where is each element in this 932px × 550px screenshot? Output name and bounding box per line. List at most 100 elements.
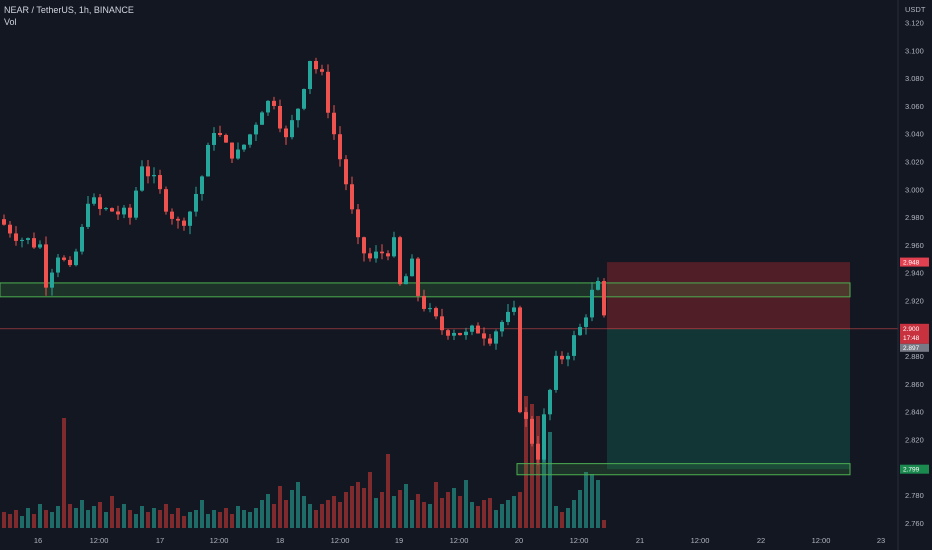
volume-bar — [590, 474, 594, 528]
candle — [290, 114, 294, 140]
candle — [158, 169, 162, 194]
candle-body — [320, 69, 324, 72]
candle-body — [308, 61, 312, 90]
candle-body — [560, 355, 564, 360]
volume-bar — [536, 416, 540, 528]
candle — [572, 330, 576, 361]
volume-bar — [584, 472, 588, 528]
volume-bar — [230, 514, 234, 528]
volume-bar — [68, 504, 72, 528]
candle — [362, 236, 366, 262]
time-tick-label: 20 — [515, 536, 523, 545]
volume-bar — [488, 498, 492, 528]
candle — [56, 254, 60, 278]
volume-bar — [464, 480, 468, 528]
candle-body — [302, 89, 306, 109]
stop-loss-area[interactable] — [607, 262, 850, 329]
volume-bar — [560, 512, 564, 528]
price-tick-label: 3.120 — [905, 19, 924, 28]
volume-bar — [164, 504, 168, 528]
resistance-zone[interactable] — [0, 282, 851, 298]
position-tool[interactable] — [0, 262, 898, 470]
volume-bar — [548, 432, 552, 528]
volume-bar — [248, 512, 252, 528]
volume-bar — [398, 490, 402, 528]
candle — [344, 155, 348, 191]
volume-bar — [458, 496, 462, 528]
volume-legend[interactable]: Vol — [4, 17, 17, 27]
candle-body — [362, 237, 366, 254]
candle — [80, 224, 84, 255]
price-axis[interactable]: USDT 3.120 3.100 3.080 3.060 3.040 3.020 3.000 2… — [905, 5, 926, 528]
candle — [8, 221, 12, 238]
support-zone[interactable] — [516, 463, 851, 476]
candle — [590, 282, 594, 322]
volume-bar — [290, 490, 294, 528]
volume-bar — [212, 510, 216, 528]
candle — [524, 407, 528, 427]
volume-bar — [278, 486, 282, 528]
volume-bar — [182, 516, 186, 528]
time-tick-label: 12:00 — [812, 536, 831, 545]
volume-bar — [146, 512, 150, 528]
candle — [494, 329, 498, 350]
candle-body — [404, 276, 408, 285]
time-tick-label: 17 — [156, 536, 164, 545]
candle-body — [566, 355, 570, 360]
price-tick-label: 3.080 — [905, 74, 924, 83]
volume-bar — [530, 404, 534, 528]
volume-bar — [404, 484, 408, 528]
take-profit-area[interactable] — [607, 328, 850, 470]
candle — [308, 60, 312, 95]
volume-bar — [572, 500, 576, 528]
candle-body — [542, 414, 546, 460]
candle-body — [194, 194, 198, 212]
candle — [302, 88, 306, 111]
candle-body — [212, 133, 216, 145]
candle-body — [338, 134, 342, 160]
candle-body — [224, 135, 228, 143]
volume-bar — [440, 498, 444, 528]
candle — [236, 142, 240, 160]
volume-bar — [356, 482, 360, 528]
candle-body — [584, 317, 588, 327]
candle — [62, 255, 66, 262]
candle-body — [332, 112, 336, 135]
volume-bar — [392, 496, 396, 528]
candle-body — [14, 233, 18, 241]
price-tick-label: 2.940 — [905, 269, 924, 278]
entry-price-tag: 2.900 — [903, 326, 920, 333]
candle-body — [434, 308, 438, 317]
volume-bar — [338, 502, 342, 528]
time-axis[interactable]: 16 12:00 17 12:00 18 12:00 19 12:00 20 12:00 21 12:… — [34, 536, 885, 545]
candle-body — [272, 100, 276, 106]
candle-body — [104, 208, 108, 210]
last-price-tag-bg — [900, 343, 929, 352]
candle-body — [266, 100, 270, 113]
candle-body — [578, 326, 582, 336]
candle-body — [92, 197, 96, 204]
candle-body — [146, 166, 150, 177]
volume-bar — [188, 512, 192, 528]
entry-price-tag-bg — [900, 323, 929, 344]
volume-bar — [80, 500, 84, 528]
candle — [350, 176, 354, 214]
candle-body — [590, 289, 594, 318]
volume-bar — [452, 488, 456, 528]
candle — [500, 320, 504, 337]
volume-bar — [92, 506, 96, 528]
candle-body — [368, 253, 372, 259]
candle — [464, 327, 468, 340]
price-tick-label: 3.020 — [905, 158, 924, 167]
volume-bar — [410, 500, 414, 528]
candle — [416, 257, 420, 302]
volume-bar — [500, 504, 504, 528]
candle-body — [548, 389, 552, 415]
candle-body — [62, 257, 66, 260]
volume-bar — [350, 486, 354, 528]
volume-bar — [266, 494, 270, 528]
symbol-title[interactable]: NEAR / TetherUS, 1h, BINANCE — [4, 5, 134, 15]
volume-bar — [332, 496, 336, 528]
volume-bar — [86, 510, 90, 528]
